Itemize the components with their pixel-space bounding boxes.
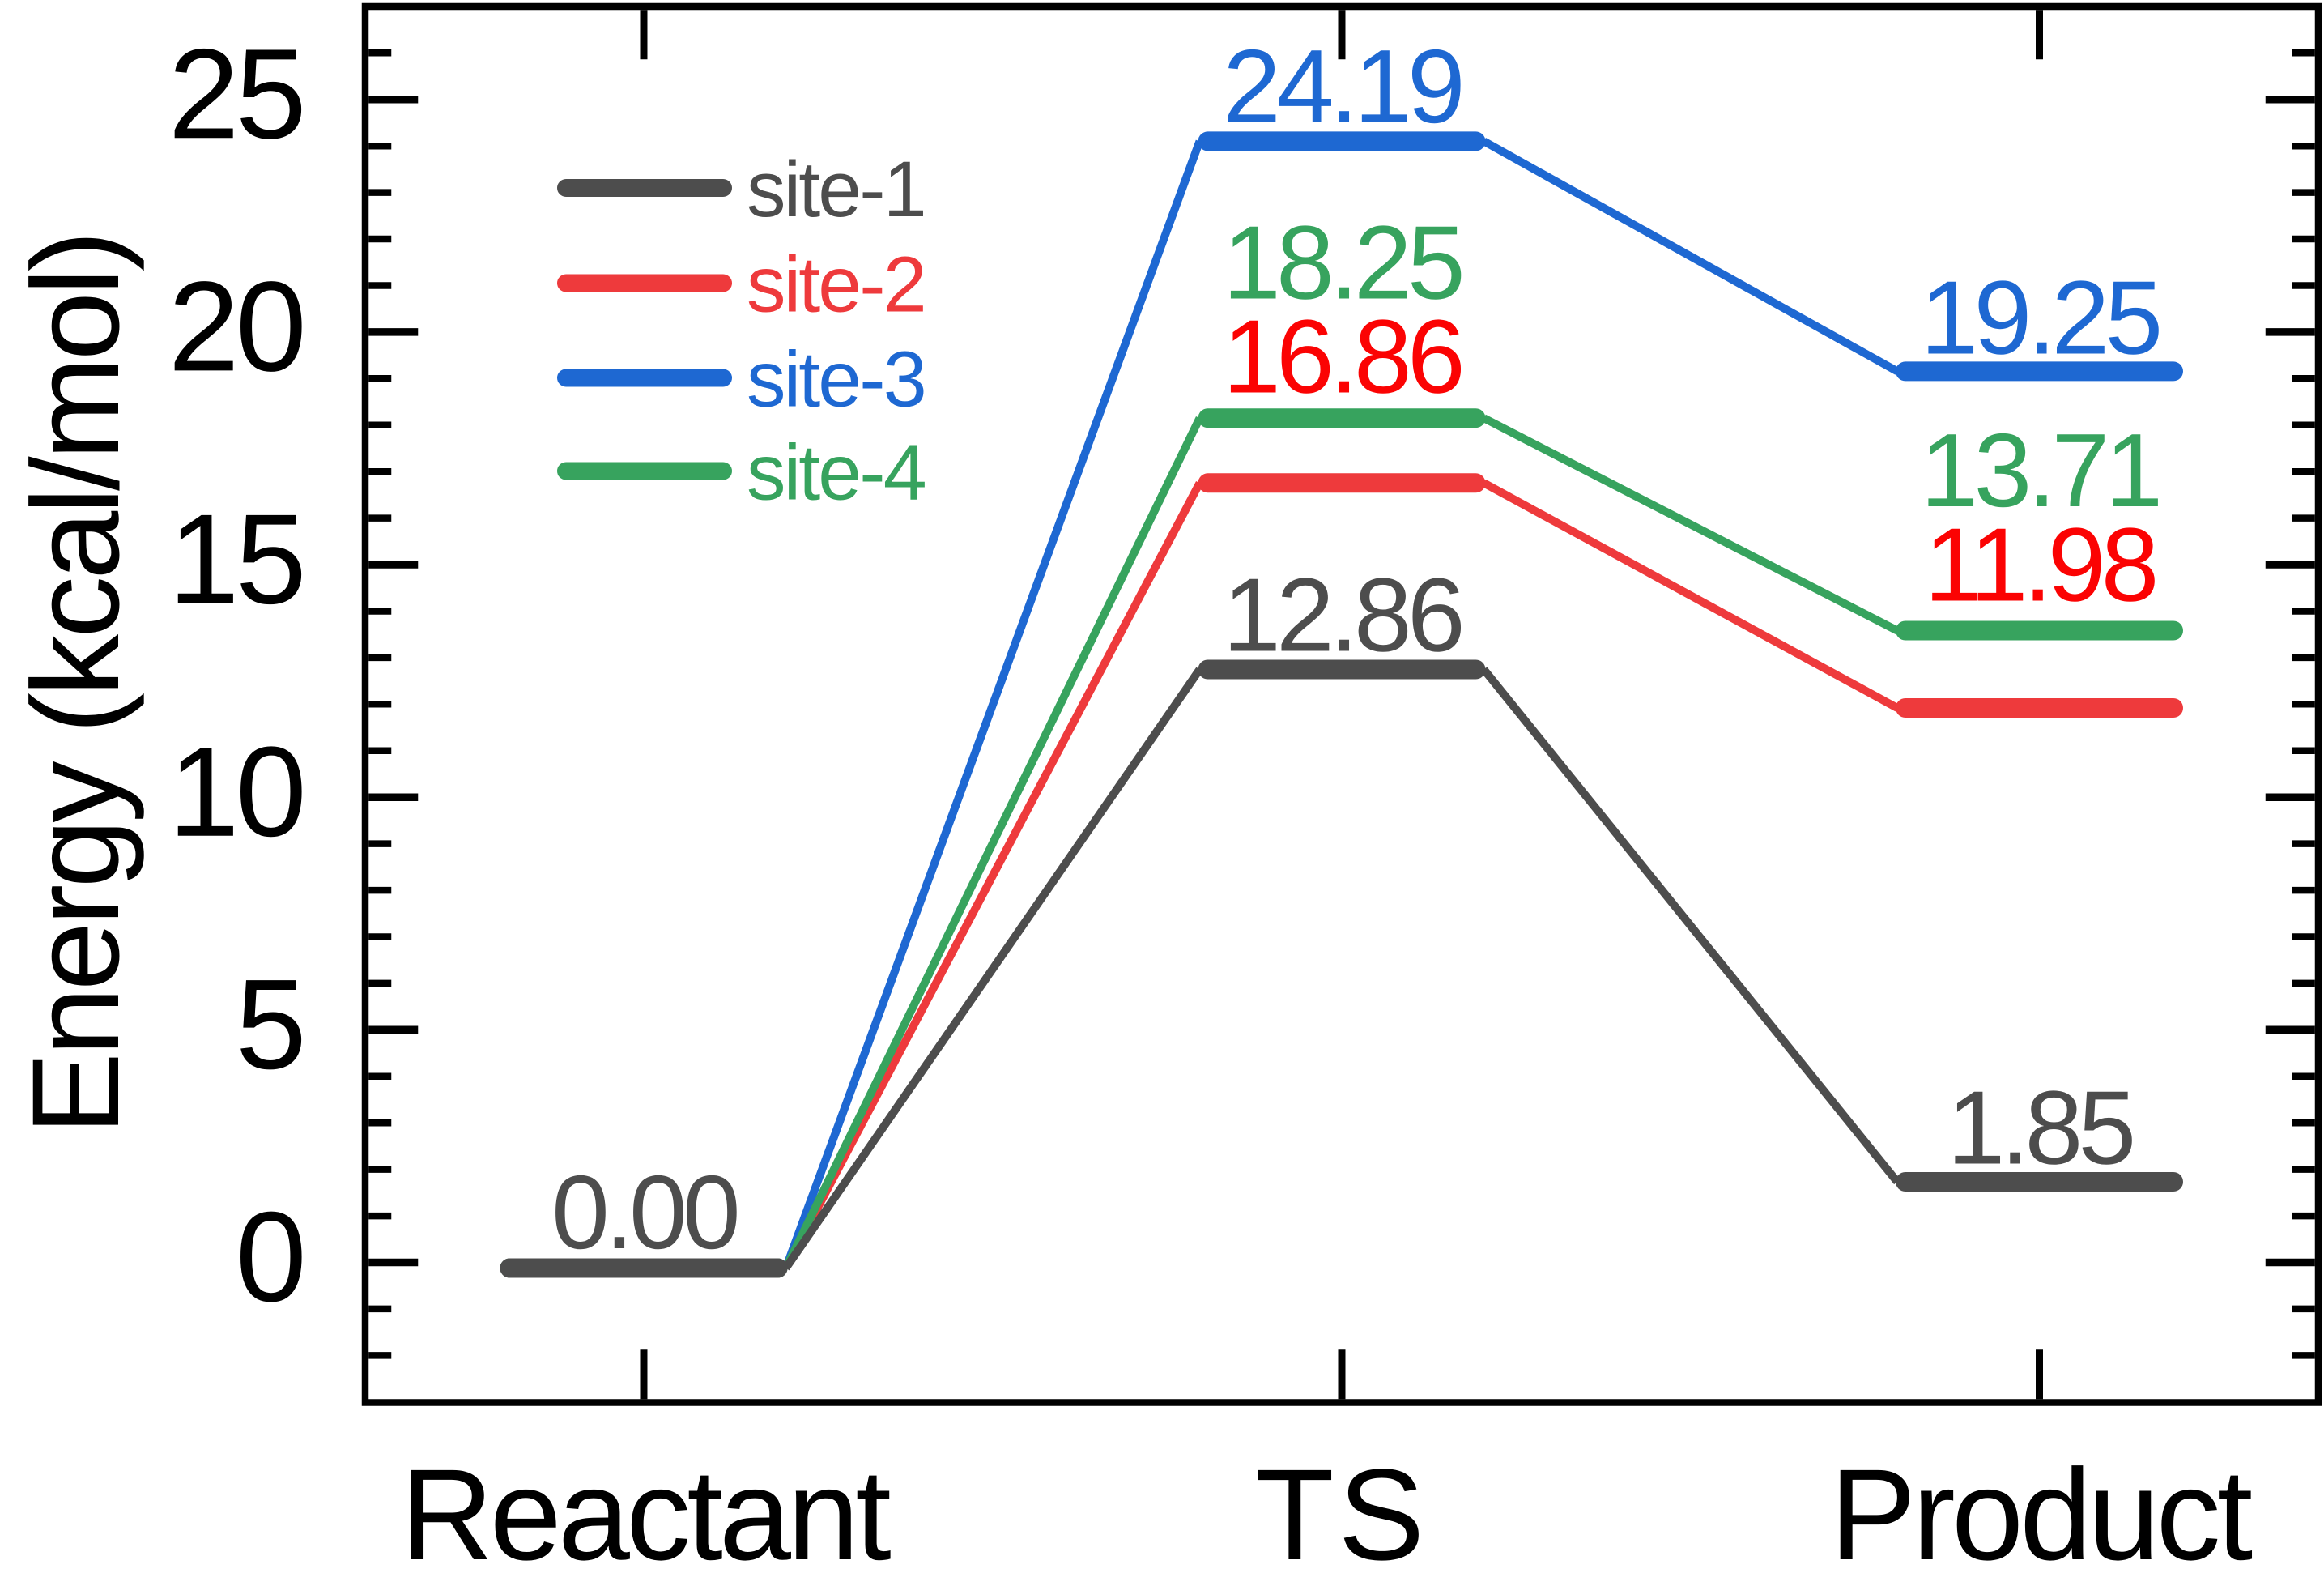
svg-text:site-3: site-3 (747, 335, 925, 424)
svg-text:24.19: 24.19 (1223, 28, 1461, 145)
svg-text:TS: TS (1255, 1442, 1428, 1586)
svg-text:25: 25 (168, 23, 303, 165)
svg-text:1.85: 1.85 (1947, 1070, 2133, 1187)
svg-text:18.25: 18.25 (1223, 205, 1462, 322)
svg-text:0.00: 0.00 (551, 1154, 737, 1271)
svg-text:20: 20 (168, 255, 303, 398)
svg-text:0: 0 (236, 1186, 303, 1328)
svg-text:site-2: site-2 (747, 241, 925, 329)
svg-text:site-1: site-1 (747, 145, 925, 233)
svg-text:13.71: 13.71 (1921, 412, 2159, 529)
svg-text:19.25: 19.25 (1921, 260, 2160, 377)
svg-text:Energy (kcal/mol): Energy (kcal/mol) (6, 234, 145, 1135)
svg-text:5: 5 (236, 953, 303, 1096)
svg-text:site-4: site-4 (747, 428, 926, 517)
svg-text:11.98: 11.98 (1924, 507, 2155, 624)
svg-text:16.86: 16.86 (1223, 299, 1462, 416)
svg-text:Reactant: Reactant (400, 1442, 891, 1586)
svg-text:12.86: 12.86 (1223, 557, 1462, 674)
svg-text:Product: Product (1830, 1442, 2253, 1586)
svg-text:15: 15 (168, 488, 303, 631)
svg-text:10: 10 (168, 721, 303, 863)
